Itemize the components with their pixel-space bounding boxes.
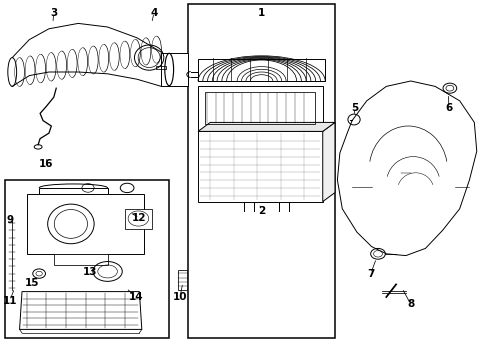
- Text: 6: 6: [445, 103, 451, 113]
- Polygon shape: [54, 254, 107, 265]
- Polygon shape: [39, 188, 107, 194]
- Polygon shape: [124, 209, 151, 229]
- Polygon shape: [198, 122, 334, 131]
- Text: 12: 12: [132, 213, 146, 223]
- Text: 2: 2: [258, 206, 264, 216]
- Text: 16: 16: [39, 159, 54, 169]
- Text: 13: 13: [83, 267, 98, 277]
- Text: 11: 11: [2, 296, 17, 306]
- Text: 5: 5: [350, 103, 357, 113]
- Text: 3: 3: [50, 8, 57, 18]
- Text: 10: 10: [172, 292, 187, 302]
- Text: 1: 1: [258, 8, 264, 18]
- Polygon shape: [337, 81, 476, 256]
- Text: 15: 15: [24, 278, 39, 288]
- Polygon shape: [198, 67, 325, 81]
- Polygon shape: [27, 194, 144, 254]
- Text: 14: 14: [128, 292, 143, 302]
- Polygon shape: [198, 131, 322, 202]
- Polygon shape: [161, 53, 188, 86]
- Polygon shape: [20, 292, 142, 329]
- Polygon shape: [198, 86, 322, 130]
- Polygon shape: [322, 122, 334, 202]
- Text: 4: 4: [150, 8, 158, 18]
- Polygon shape: [178, 270, 186, 290]
- Polygon shape: [198, 59, 325, 81]
- Text: 7: 7: [366, 269, 374, 279]
- Text: 8: 8: [407, 299, 413, 309]
- Text: 9: 9: [6, 215, 13, 225]
